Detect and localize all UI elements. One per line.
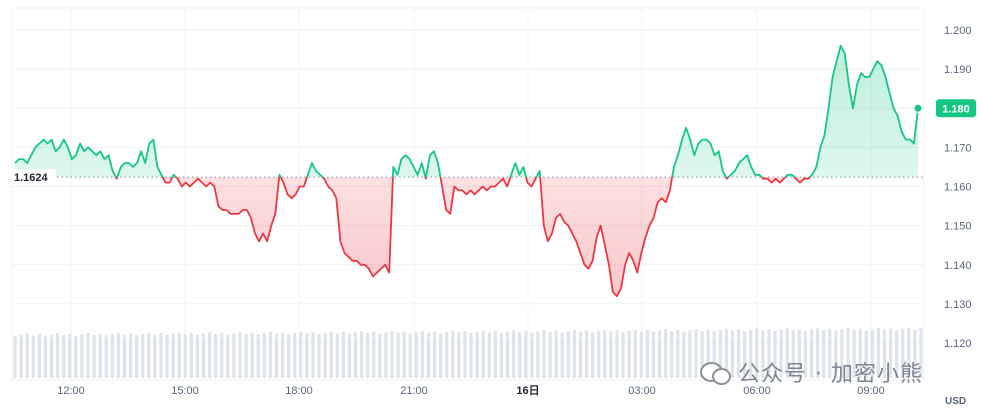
y-tick-label: 1.120 — [944, 338, 972, 350]
x-tick-label: 03:00 — [628, 385, 656, 397]
y-tick-label: 1.200 — [944, 25, 972, 37]
area-fill-below — [115, 177, 810, 297]
x-tick-label: 18:00 — [285, 385, 313, 397]
price-line-below — [114, 177, 812, 297]
x-tick-label: 09:00 — [857, 385, 885, 397]
x-tick-label: 16日 — [516, 384, 539, 397]
y-tick-label: 1.130 — [944, 299, 972, 311]
area-fill-above — [15, 45, 918, 178]
x-tick-label: 21:00 — [400, 385, 428, 397]
y-tick-label: 1.160 — [944, 182, 972, 194]
y-tick-label: 1.190 — [944, 64, 972, 76]
y-tick-label: 1.140 — [944, 260, 972, 272]
plot-frame — [11, 7, 925, 381]
x-tick-label: 12:00 — [57, 385, 85, 397]
current-price-dot — [913, 103, 923, 113]
current-price-badge — [936, 99, 976, 118]
wechat-icon — [700, 360, 731, 385]
baseline-label-bg — [8, 169, 56, 186]
currency-unit-label: USD — [945, 396, 966, 407]
y-tick-label: 1.170 — [944, 142, 972, 154]
watermark: 公众号 · 加密小熊 — [700, 356, 923, 388]
y-tick-label: 1.150 — [944, 221, 972, 233]
baseline-label: 1.1624 — [14, 172, 49, 184]
x-tick-label: 15:00 — [171, 385, 199, 397]
x-tick-label: 06:00 — [743, 385, 771, 397]
watermark-text: 公众号 · 加密小熊 — [738, 362, 923, 387]
current-price-label: 1.180 — [942, 103, 970, 115]
